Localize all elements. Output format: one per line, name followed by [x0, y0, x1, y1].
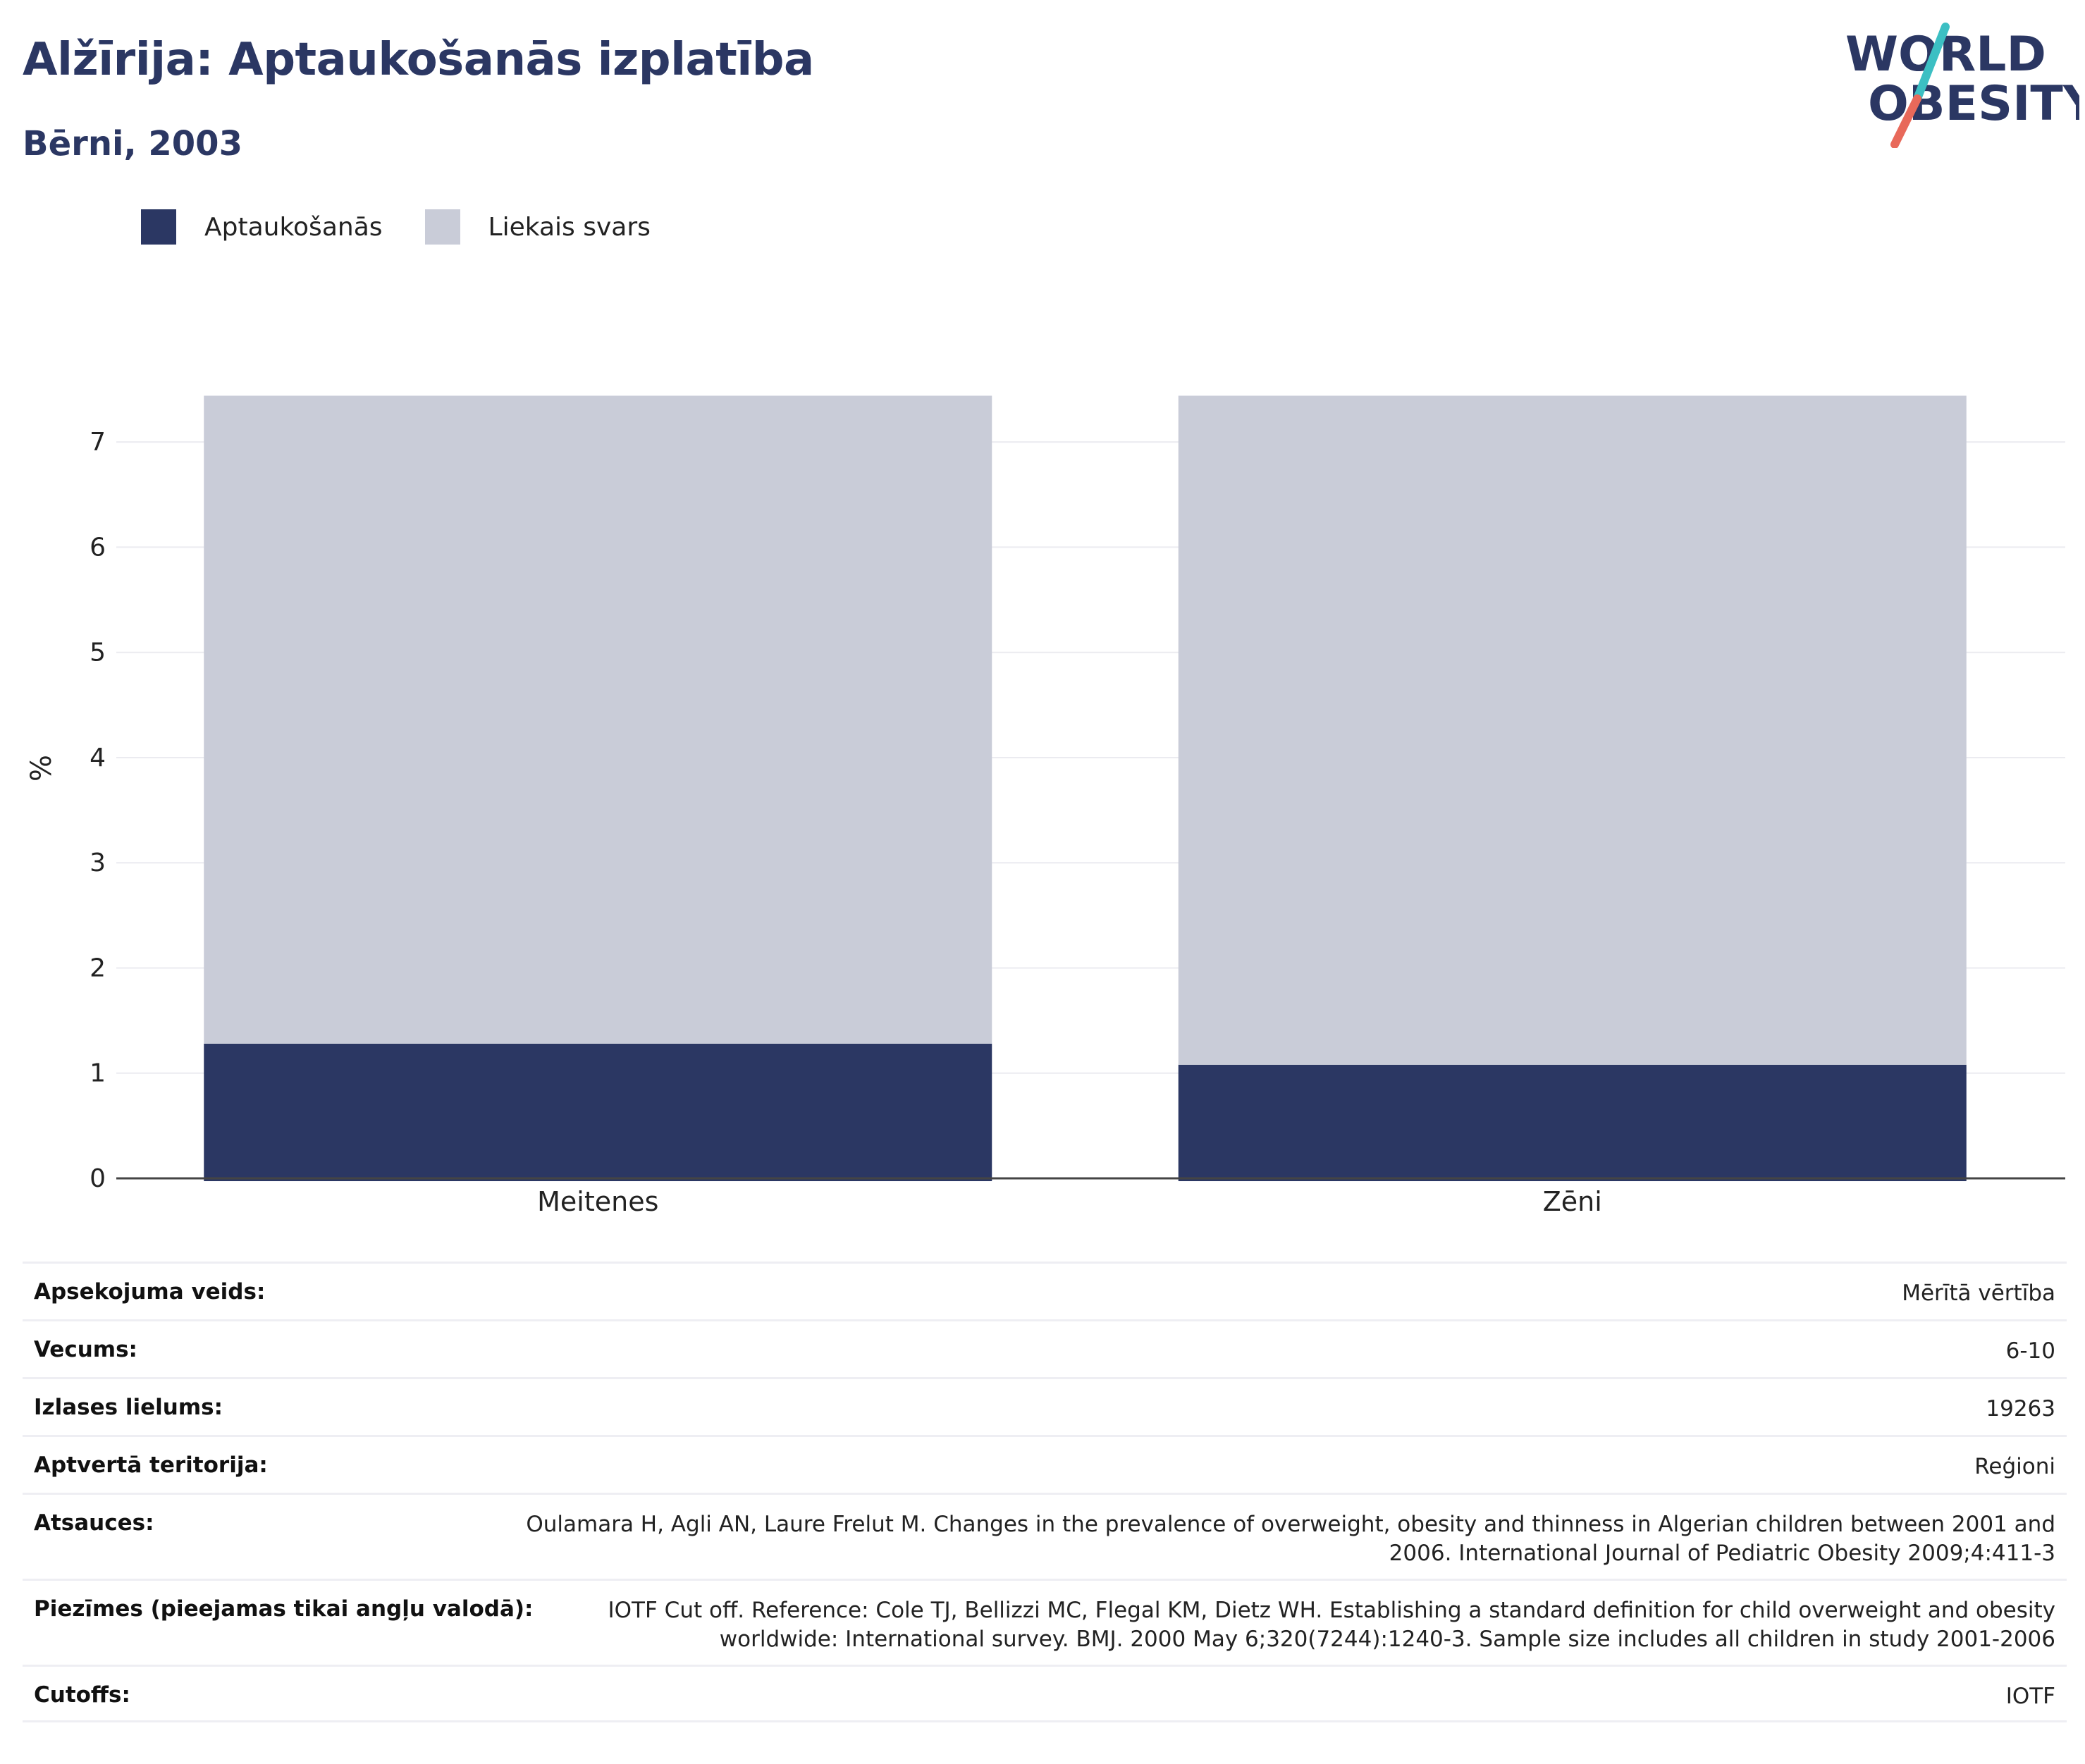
metadata-row: Vecums: 6-10	[23, 1319, 2067, 1377]
chart-legend: Aptaukošanās Liekais svars	[141, 209, 693, 245]
stacked-bar-chart: 0 1 2 3 4 5 6 7% Meitenes Zēni	[25, 395, 2065, 1217]
bar-overweight-boys[interactable]	[1178, 395, 1967, 1065]
logo-stroke-teal	[1913, 23, 1950, 103]
metadata-value: 6-10	[2005, 1338, 2055, 1364]
metadata-key: Cutoffs:	[34, 1682, 130, 1708]
y-tick-label: 3	[90, 849, 106, 877]
metadata-table: Apsekojuma veids: Mērītā vērtība Vecums: 6-…	[23, 1262, 2067, 1722]
page-subtitle: Bērni, 2003	[23, 124, 242, 164]
metadata-value: Mērītā vērtība	[1902, 1281, 2055, 1306]
world-obesity-logo: WORLD OBESITY	[1845, 23, 2079, 148]
legend-swatch-obesity	[141, 209, 176, 245]
metadata-row: Piezīmes (pieejamas tikai angļu valodā):…	[23, 1579, 2067, 1665]
y-tick-label: 1	[90, 1059, 106, 1088]
logo-stroke-coral	[1890, 94, 1921, 148]
metadata-key: Apsekojuma veids:	[34, 1279, 266, 1305]
metadata-value: IOTF Cut off. Reference: Cole TJ, Belliz…	[608, 1598, 2055, 1652]
metadata-value: Reģioni	[1974, 1454, 2055, 1479]
x-category-label: Zēni	[1543, 1186, 1602, 1217]
metadata-row: Cutoffs: IOTF	[23, 1665, 2067, 1722]
bar-overweight-girls[interactable]	[204, 395, 992, 1044]
y-axis-label: %	[25, 755, 58, 782]
metadata-row: Izlases lielums: 19263	[23, 1377, 2067, 1435]
y-tick-label: 4	[90, 744, 106, 772]
axes: 0 1 2 3 4 5 6 7% Meitenes Zēni	[25, 428, 2065, 1217]
metadata-value: Oulamara H, Agli AN, Laure Frelut M. Cha…	[526, 1512, 2055, 1566]
y-tick-label: 0	[90, 1164, 106, 1193]
bar-obesity-girls[interactable]	[204, 1043, 992, 1181]
legend-label-overweight: Liekais svars	[488, 212, 651, 242]
metadata-key: Vecums:	[34, 1337, 137, 1362]
metadata-key: Piezīmes (pieejamas tikai angļu valodā):	[34, 1596, 534, 1622]
legend-swatch-overweight	[424, 209, 460, 245]
metadata-key: Aptvertā teritorija:	[34, 1452, 268, 1478]
legend-item-overweight[interactable]: Liekais svars	[424, 209, 651, 245]
metadata-row: Atsauces: Oulamara H, Agli AN, Laure Frel…	[23, 1493, 2067, 1579]
legend-label-obesity: Aptaukošanās	[204, 212, 383, 242]
y-tick-label: 6	[90, 533, 106, 562]
bar-obesity-boys[interactable]	[1178, 1064, 1967, 1181]
page-title: Alžīrija: Aptaukošanās izplatība	[23, 34, 814, 86]
metadata-key: Atsauces:	[34, 1510, 154, 1536]
y-tick-label: 2	[90, 954, 106, 982]
y-tick-label: 5	[90, 639, 106, 667]
metadata-key: Izlases lielums:	[34, 1395, 223, 1420]
bars	[204, 395, 1967, 1181]
metadata-value: 19263	[1986, 1396, 2055, 1421]
x-category-label: Meitenes	[537, 1186, 658, 1217]
y-tick-label: 7	[90, 428, 106, 457]
legend-item-obesity[interactable]: Aptaukošanās	[141, 209, 383, 245]
metadata-row: Aptvertā teritorija: Reģioni	[23, 1435, 2067, 1493]
metadata-value: IOTF	[2005, 1684, 2055, 1709]
metadata-row: Apsekojuma veids: Mērītā vērtība	[23, 1262, 2067, 1319]
